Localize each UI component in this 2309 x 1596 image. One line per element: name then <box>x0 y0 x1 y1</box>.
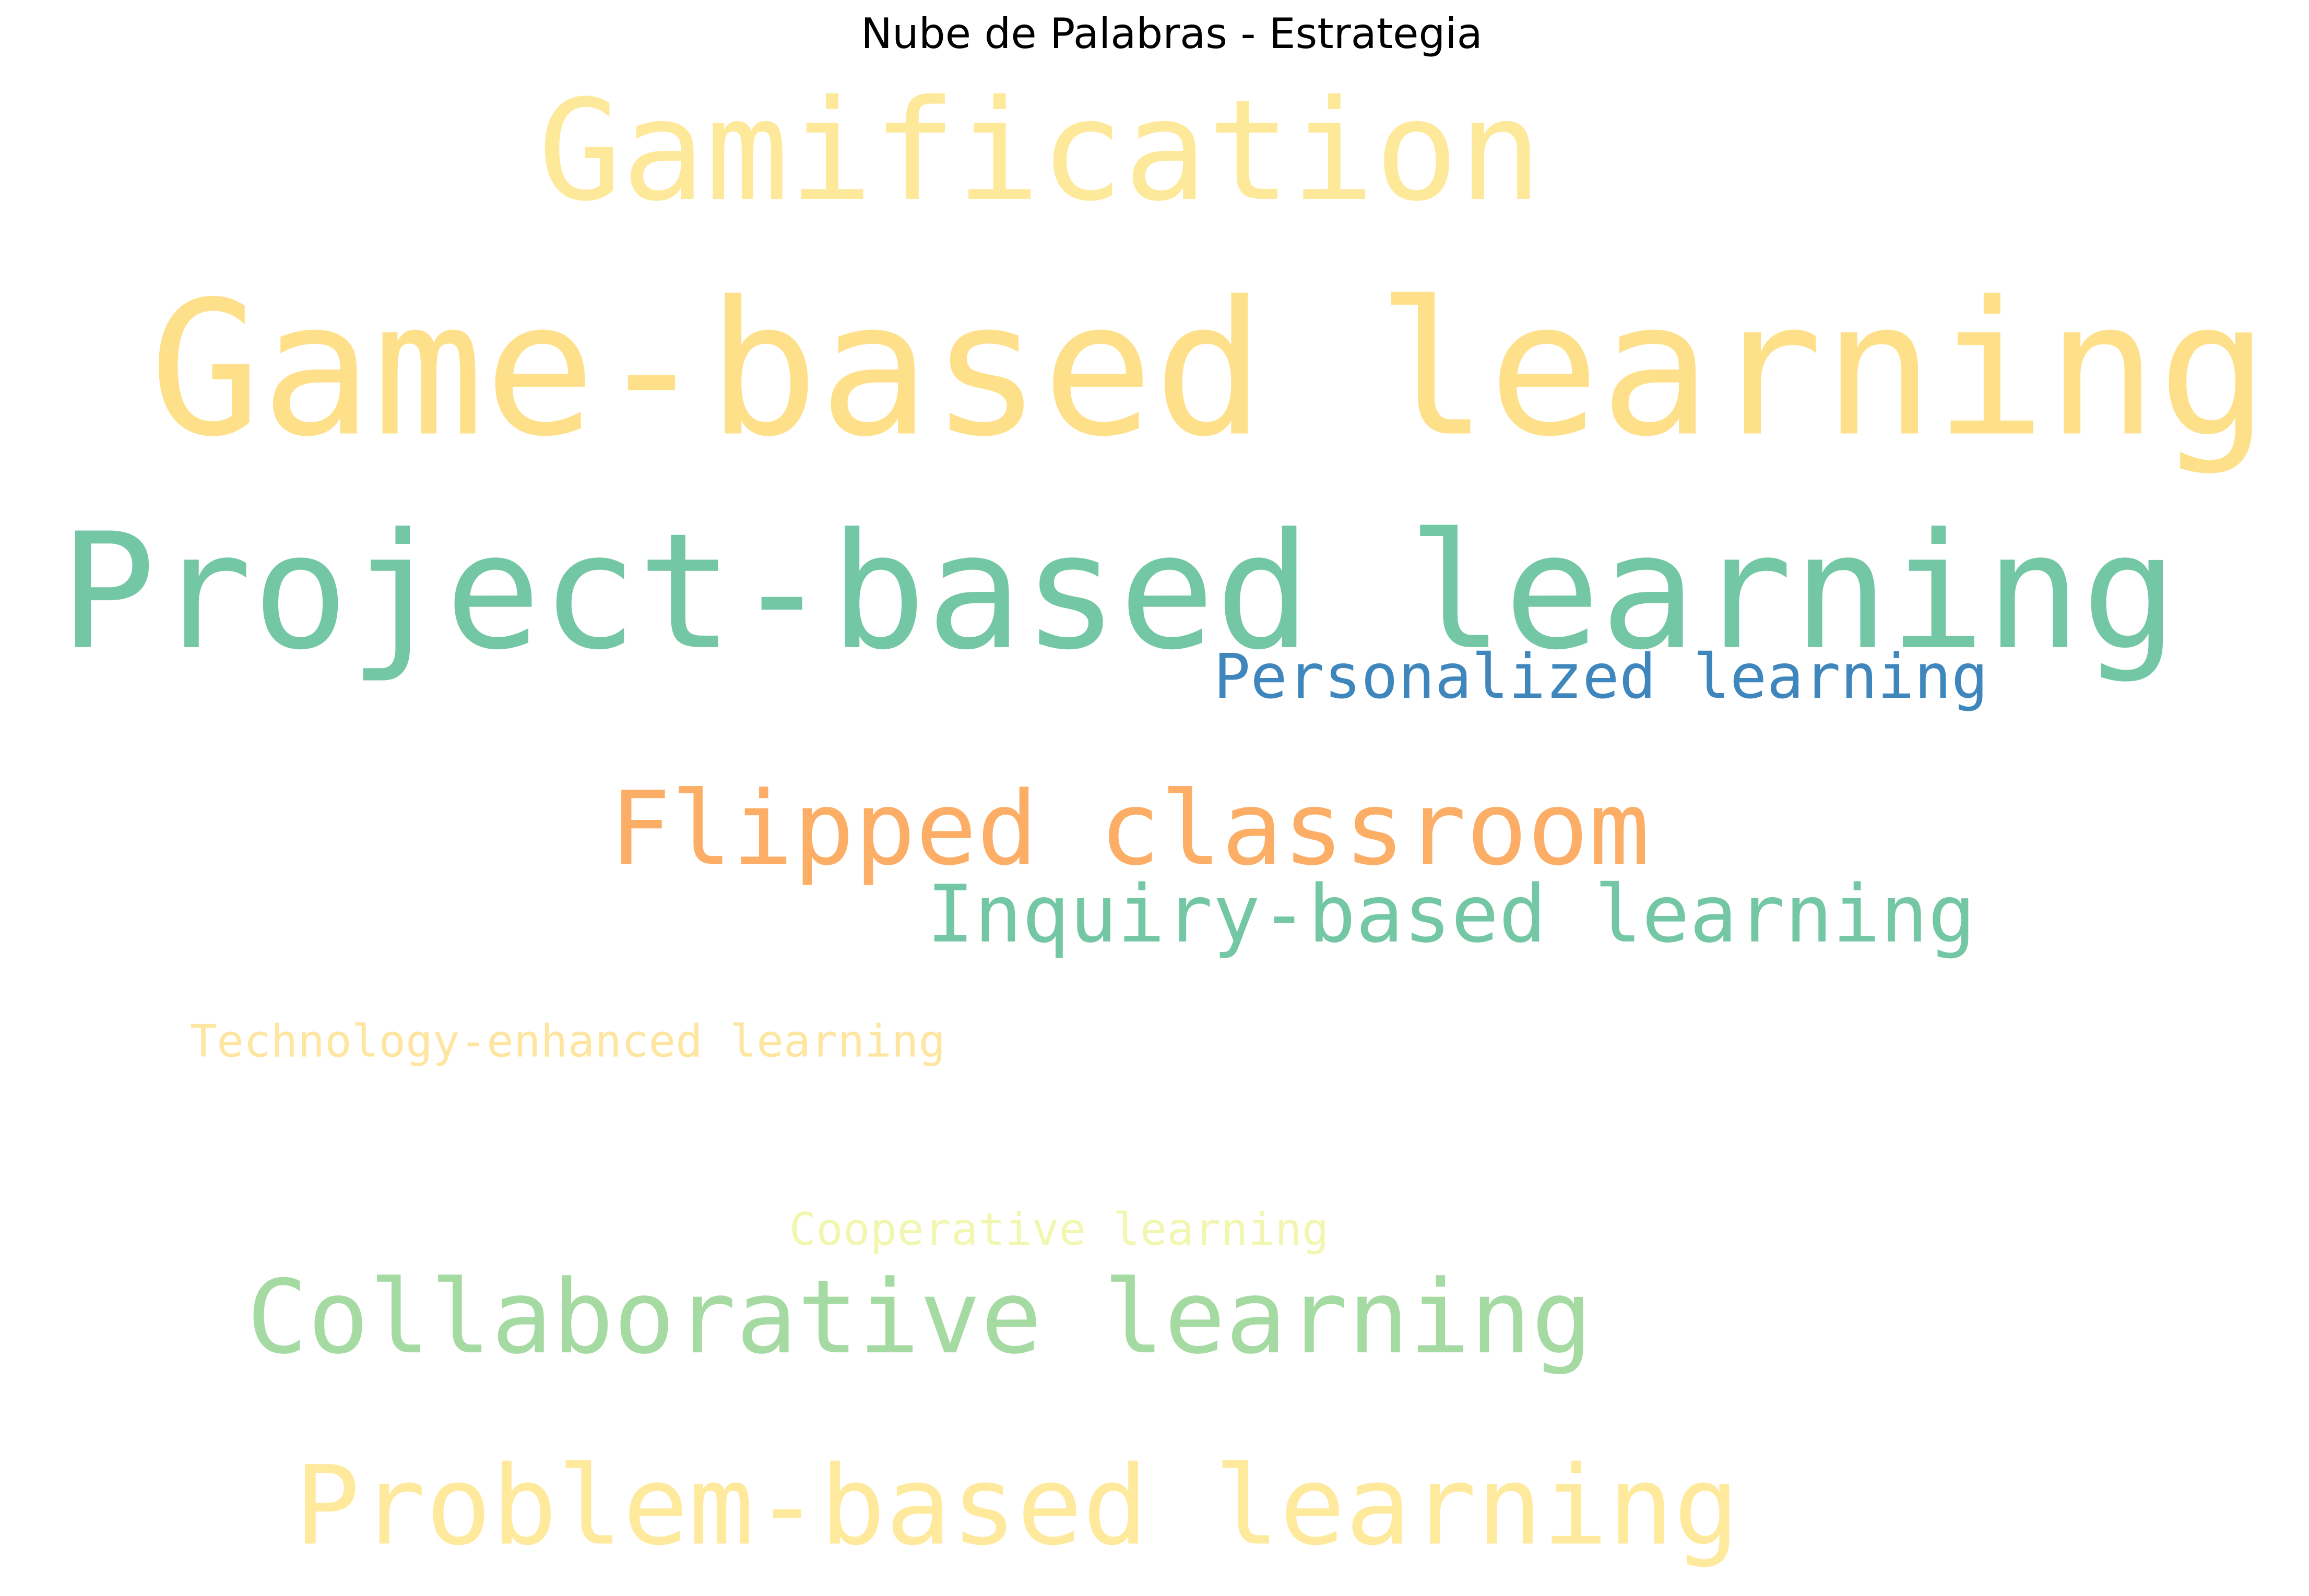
word: Inquiry-based learning <box>927 868 1976 960</box>
word: Project-based learning <box>60 499 2178 685</box>
word: Technology-enhanced learning <box>190 1015 946 1067</box>
word: Game-based learning <box>149 261 2269 477</box>
word: Personalized learning <box>1214 641 1988 712</box>
chart-title: Nube de Palabras - Estrategia <box>861 9 1483 58</box>
word: Gamification <box>538 70 1542 232</box>
word: Flipped classroom <box>610 769 1650 888</box>
word: Collaborative learning <box>246 1258 1592 1376</box>
word: Problem-based learning <box>294 1443 1739 1570</box>
word: Cooperative learning <box>789 1204 1329 1256</box>
